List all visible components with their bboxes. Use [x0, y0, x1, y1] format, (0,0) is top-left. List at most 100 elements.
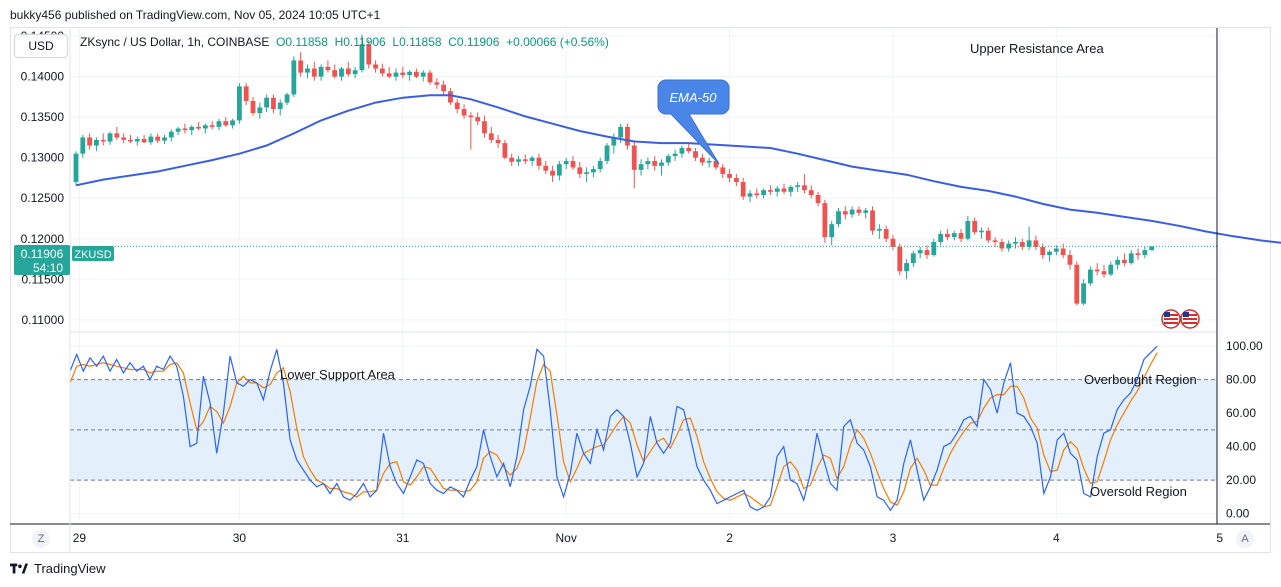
candle-body — [951, 233, 957, 238]
candle — [822, 199, 828, 243]
candle-body — [699, 157, 705, 163]
candle — [141, 135, 147, 144]
price-tick-label: 0.12000 — [21, 232, 65, 246]
candle-body — [94, 139, 99, 146]
candle — [209, 121, 215, 130]
candle-body — [802, 185, 807, 191]
candle — [1026, 226, 1032, 251]
candle-body — [257, 107, 263, 114]
price-tick-label: 0.13000 — [21, 151, 65, 165]
oversold-label: Oversold Region — [1090, 484, 1187, 499]
candle-body — [849, 209, 855, 215]
candle-body — [829, 224, 835, 238]
us-flag-icon[interactable] — [1180, 309, 1200, 329]
candle-body — [427, 72, 433, 83]
candle — [475, 112, 481, 126]
candle-body — [529, 157, 535, 161]
candle-body — [128, 139, 133, 142]
candle — [305, 64, 310, 79]
candle-body — [1053, 248, 1059, 252]
candle — [196, 122, 201, 131]
time-tick-label: 29 — [73, 531, 87, 545]
candle — [1087, 266, 1093, 286]
candle — [488, 126, 494, 144]
candle — [1094, 263, 1100, 276]
candles-layer — [73, 34, 1155, 306]
candle — [645, 157, 651, 170]
candle — [386, 66, 392, 79]
candle — [563, 157, 569, 170]
candle — [774, 186, 780, 197]
candle — [1115, 256, 1121, 270]
ema-callout: EMA-50 — [657, 79, 730, 165]
candle — [720, 164, 726, 178]
candle — [740, 177, 746, 200]
candle-body — [917, 250, 923, 254]
candle-body — [904, 263, 909, 272]
candle — [1108, 261, 1114, 277]
footer-brand[interactable]: TradingView — [10, 561, 106, 576]
candle-body — [448, 91, 453, 103]
candle — [148, 133, 154, 145]
currency-button[interactable]: USD — [14, 34, 68, 58]
candle — [427, 70, 433, 85]
candle-body — [611, 137, 617, 146]
candle — [808, 185, 814, 199]
candle-body — [223, 121, 229, 126]
candle-body — [155, 136, 161, 141]
candle-body — [631, 145, 637, 170]
candle — [679, 145, 685, 158]
candle — [236, 83, 242, 124]
candle — [910, 250, 916, 268]
candle — [407, 70, 412, 81]
candle — [788, 185, 794, 197]
ohlc-close: C0.11906 — [448, 35, 500, 49]
candle — [94, 137, 99, 152]
candle-body — [196, 126, 201, 129]
candle-body — [291, 60, 297, 95]
candle — [836, 207, 841, 228]
candle — [80, 135, 86, 158]
candle-body — [141, 139, 147, 143]
candle-body — [876, 229, 882, 231]
candle-body — [400, 72, 406, 76]
candle-body — [945, 233, 950, 238]
us-flag-icon[interactable] — [1161, 309, 1181, 329]
candle — [917, 246, 923, 259]
candle-body — [604, 145, 610, 161]
candle — [162, 135, 167, 144]
candle — [414, 68, 419, 79]
candle-body — [148, 136, 154, 143]
candle-body — [87, 137, 93, 146]
candle-body — [1013, 242, 1018, 244]
candle-body — [318, 66, 324, 77]
candle — [795, 182, 801, 192]
candle — [1081, 279, 1086, 306]
candle-body — [162, 137, 167, 141]
candle-body — [999, 242, 1005, 249]
candle-body — [407, 71, 412, 76]
overbought-label: Overbought Region — [1084, 372, 1197, 387]
candle — [611, 133, 617, 154]
footer-brand-label: TradingView — [34, 561, 106, 576]
candle — [100, 133, 106, 146]
candle-body — [461, 109, 467, 116]
candle — [373, 60, 378, 73]
candle-body — [264, 97, 270, 108]
timezone-button[interactable]: Z — [32, 530, 50, 548]
candle — [999, 238, 1005, 252]
candle-body — [659, 162, 664, 166]
candle-body — [924, 250, 930, 255]
candle-body — [570, 160, 576, 168]
candle-body — [992, 240, 998, 243]
price-tick-label: 0.11500 — [22, 272, 65, 286]
candle — [271, 94, 276, 114]
candle — [761, 188, 767, 199]
auto-scale-button[interactable]: A — [1236, 530, 1254, 548]
candle-body — [985, 230, 991, 241]
candle-body — [761, 190, 767, 195]
candle — [393, 68, 399, 81]
candle — [876, 224, 882, 239]
candle-body — [236, 86, 242, 121]
